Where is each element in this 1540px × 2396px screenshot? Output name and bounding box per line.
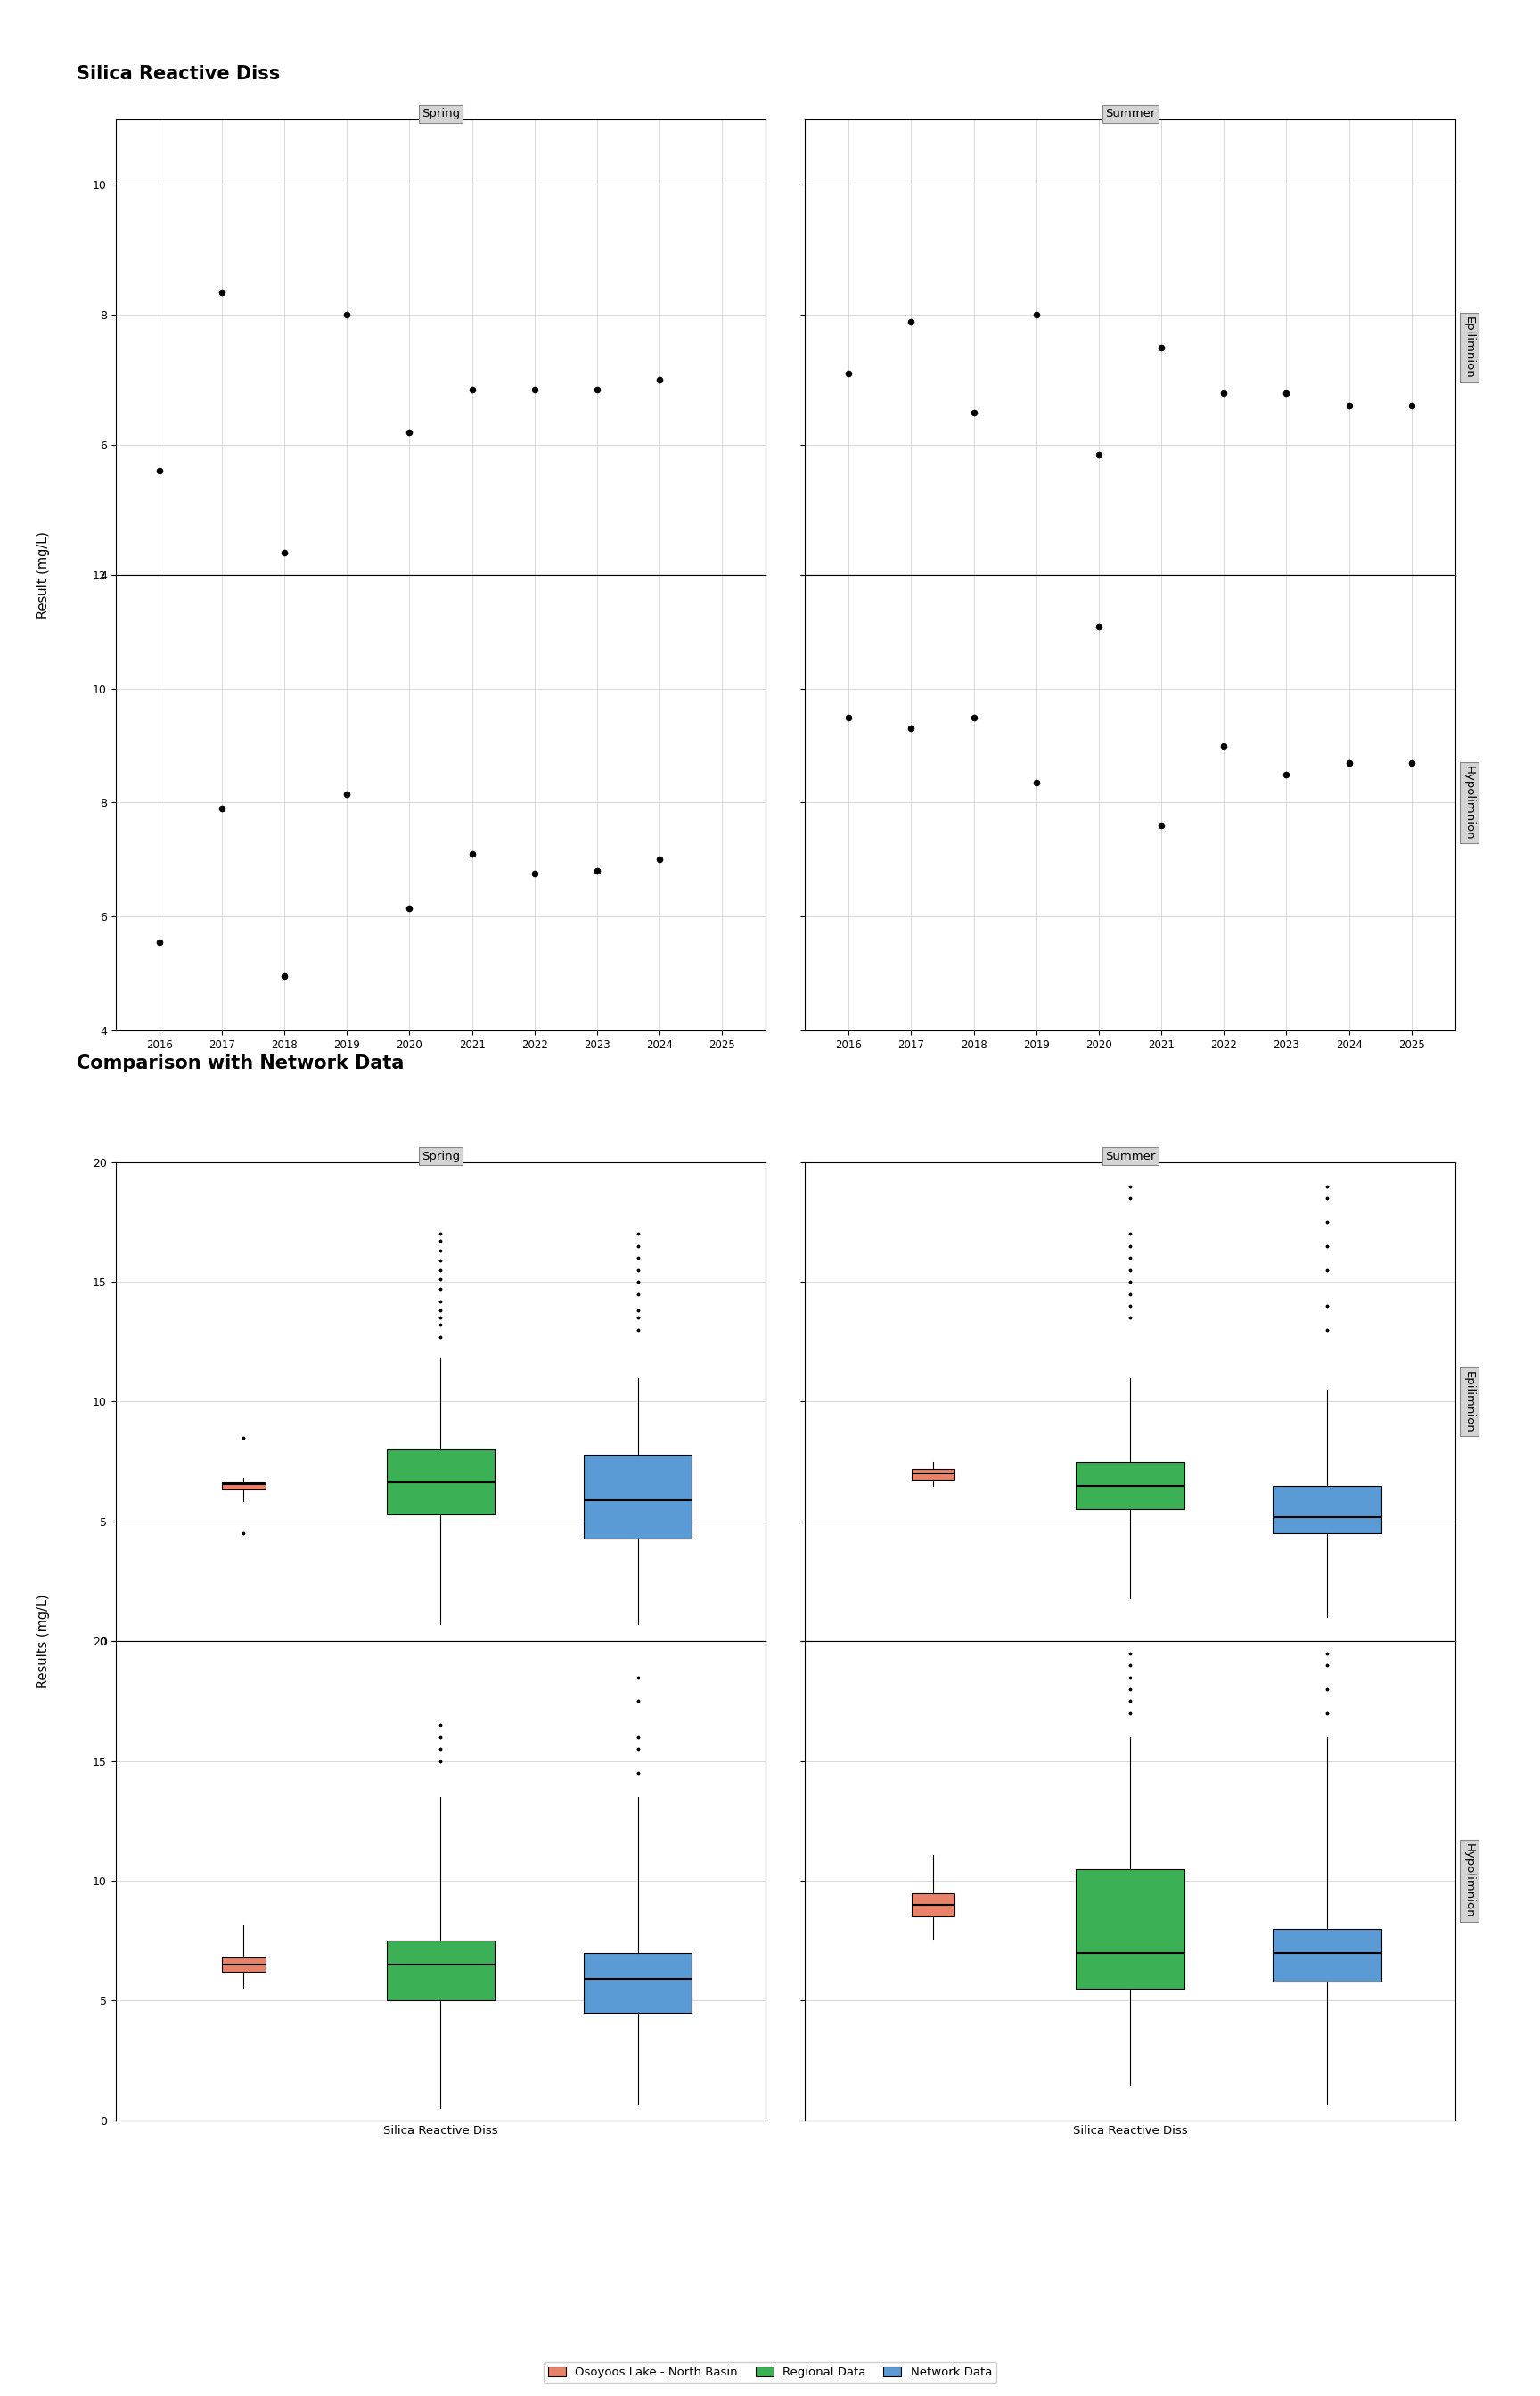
Point bbox=[1274, 755, 1298, 793]
Point bbox=[459, 371, 484, 410]
Point bbox=[397, 412, 422, 450]
Point bbox=[522, 371, 547, 410]
PathPatch shape bbox=[584, 1454, 691, 1538]
X-axis label: Silica Reactive Diss: Silica Reactive Diss bbox=[1073, 2125, 1187, 2137]
Point bbox=[647, 362, 671, 400]
Point bbox=[1149, 328, 1173, 367]
Title: Summer: Summer bbox=[1106, 108, 1155, 120]
Point bbox=[1024, 764, 1049, 803]
Point bbox=[1337, 386, 1361, 424]
Point bbox=[1087, 606, 1112, 645]
PathPatch shape bbox=[1274, 1929, 1381, 1981]
Point bbox=[1337, 743, 1361, 781]
Point bbox=[334, 295, 359, 333]
Point bbox=[522, 855, 547, 894]
Legend: Osoyoos Lake - North Basin, Regional Data, Network Data: Osoyoos Lake - North Basin, Regional Dat… bbox=[544, 2362, 996, 2384]
Text: Epilimnion: Epilimnion bbox=[1463, 1371, 1475, 1433]
PathPatch shape bbox=[912, 1893, 955, 1917]
Text: Hypolimnion: Hypolimnion bbox=[1463, 1843, 1475, 1919]
Title: Summer: Summer bbox=[1106, 1150, 1155, 1162]
PathPatch shape bbox=[1076, 1869, 1184, 1989]
Point bbox=[1024, 295, 1049, 333]
PathPatch shape bbox=[912, 1469, 955, 1481]
Point bbox=[146, 922, 171, 961]
Point bbox=[1274, 374, 1298, 412]
PathPatch shape bbox=[222, 1958, 265, 1972]
Point bbox=[961, 393, 986, 431]
Point bbox=[1212, 726, 1237, 764]
Point bbox=[647, 841, 671, 879]
Point bbox=[585, 371, 610, 410]
Point bbox=[273, 532, 297, 570]
Text: Hypolimnion: Hypolimnion bbox=[1463, 764, 1475, 841]
Text: Comparison with Network Data: Comparison with Network Data bbox=[77, 1054, 405, 1071]
Point bbox=[1149, 805, 1173, 846]
Point bbox=[273, 956, 297, 994]
Point bbox=[1400, 386, 1424, 424]
Point bbox=[209, 788, 234, 827]
Text: Result (mg/L): Result (mg/L) bbox=[37, 532, 49, 618]
PathPatch shape bbox=[387, 1941, 494, 2001]
Point bbox=[1087, 436, 1112, 474]
PathPatch shape bbox=[1274, 1486, 1381, 1533]
Point bbox=[334, 774, 359, 812]
Title: Spring: Spring bbox=[422, 1150, 460, 1162]
PathPatch shape bbox=[584, 1953, 691, 2013]
Text: Silica Reactive Diss: Silica Reactive Diss bbox=[77, 65, 280, 81]
Point bbox=[899, 302, 924, 340]
PathPatch shape bbox=[222, 1481, 265, 1490]
Point bbox=[836, 355, 861, 393]
Title: Spring: Spring bbox=[422, 108, 460, 120]
Point bbox=[459, 834, 484, 872]
Text: Results (mg/L): Results (mg/L) bbox=[37, 1593, 49, 1689]
PathPatch shape bbox=[1076, 1462, 1184, 1509]
Point bbox=[209, 273, 234, 311]
Point bbox=[146, 453, 171, 491]
Point bbox=[961, 697, 986, 736]
Point bbox=[585, 853, 610, 891]
Text: Epilimnion: Epilimnion bbox=[1463, 316, 1475, 379]
Point bbox=[1212, 374, 1237, 412]
X-axis label: Silica Reactive Diss: Silica Reactive Diss bbox=[383, 2125, 497, 2137]
PathPatch shape bbox=[387, 1450, 494, 1514]
Point bbox=[397, 889, 422, 927]
Point bbox=[1400, 743, 1424, 781]
Point bbox=[836, 697, 861, 736]
Point bbox=[899, 709, 924, 748]
